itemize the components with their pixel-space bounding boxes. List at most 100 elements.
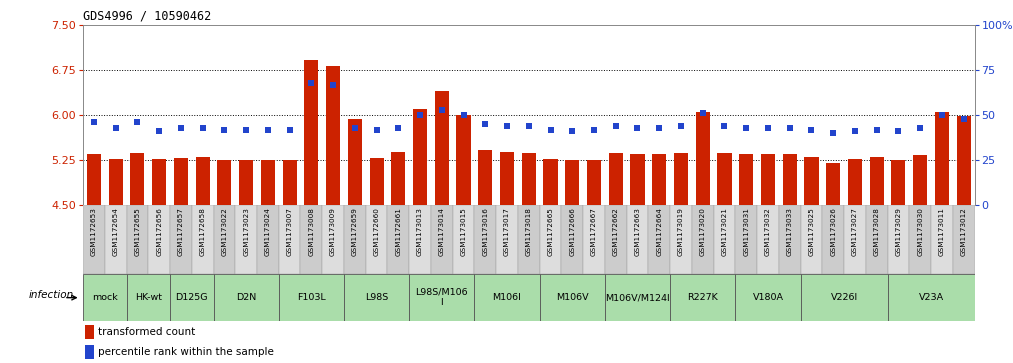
Point [760,125,776,131]
Bar [804,157,819,205]
Bar [214,205,235,274]
Bar [260,160,275,205]
Bar [235,205,257,274]
Bar [347,119,362,205]
Bar [522,153,536,205]
Text: GSM1173019: GSM1173019 [678,207,684,256]
Bar [83,205,104,274]
Bar [671,205,692,274]
Bar [191,205,214,274]
Bar [913,155,927,205]
Point [259,127,276,132]
Text: V180A: V180A [753,293,783,302]
Bar [214,274,279,321]
Text: GSM1173029: GSM1173029 [895,207,902,256]
Bar [887,205,910,274]
Text: L98S/M106
I: L98S/M106 I [415,288,468,307]
Text: V226I: V226I [831,293,858,302]
Bar [735,274,800,321]
Text: D125G: D125G [175,293,208,302]
Bar [170,274,214,321]
Text: GSM1172665: GSM1172665 [548,207,553,256]
Bar [87,154,101,205]
Text: GSM1172653: GSM1172653 [91,207,97,256]
Bar [304,60,318,205]
Bar [366,205,387,274]
Text: GSM1172662: GSM1172662 [613,207,619,256]
Text: GSM1173031: GSM1173031 [744,207,750,256]
Text: M106V/M124I: M106V/M124I [605,293,670,302]
Bar [561,205,583,274]
Text: GSM1172667: GSM1172667 [591,207,597,256]
Point [499,123,516,129]
Text: R227K: R227K [688,293,718,302]
Point [782,125,798,131]
Point [390,125,406,131]
Text: M106I: M106I [492,293,522,302]
Bar [827,163,840,205]
Bar [956,116,970,205]
Point [130,119,146,125]
Point [238,127,254,132]
Bar [887,274,975,321]
Bar [630,154,644,205]
Point [912,125,928,131]
Point [673,123,689,129]
Bar [387,205,409,274]
Text: GSM1172663: GSM1172663 [634,207,640,256]
Point [412,112,428,118]
Point [955,116,971,122]
Point [107,125,124,131]
Bar [500,152,515,205]
Bar [453,205,474,274]
Text: GSM1173024: GSM1173024 [264,207,270,256]
Bar [85,346,94,359]
Bar [627,205,648,274]
Bar [174,158,188,205]
Point [716,123,732,129]
Text: mock: mock [92,293,118,302]
Bar [170,205,191,274]
Bar [844,205,866,274]
Text: GSM1172666: GSM1172666 [569,207,575,256]
Point [217,127,233,132]
Bar [866,205,887,274]
Bar [800,274,887,321]
Point [586,127,602,132]
Point [738,125,755,131]
Bar [496,205,518,274]
Text: M106V: M106V [556,293,589,302]
Text: L98S: L98S [365,293,388,302]
Bar [457,115,471,205]
Bar [127,205,148,274]
Bar [696,112,710,205]
Point [173,125,189,131]
Bar [583,205,605,274]
Bar [344,205,366,274]
Bar [478,150,492,205]
Bar [757,205,779,274]
Bar [713,205,735,274]
Bar [279,205,301,274]
Bar [540,274,605,321]
Text: GDS4996 / 10590462: GDS4996 / 10590462 [83,9,212,22]
Point [434,107,450,113]
Bar [671,274,735,321]
Text: infection: infection [29,290,74,300]
Point [456,112,472,118]
Bar [413,109,427,205]
Bar [239,160,253,205]
Bar [474,274,540,321]
Bar [692,205,713,274]
Bar [953,205,975,274]
Bar [648,205,671,274]
Point [608,123,624,129]
Bar [152,159,166,205]
Text: GSM1172656: GSM1172656 [156,207,162,256]
Text: GSM1173018: GSM1173018 [526,207,532,256]
Bar [543,159,557,205]
Point [934,112,950,118]
Text: GSM1173017: GSM1173017 [504,207,510,256]
Point [542,127,558,132]
Text: GSM1173007: GSM1173007 [287,207,293,256]
